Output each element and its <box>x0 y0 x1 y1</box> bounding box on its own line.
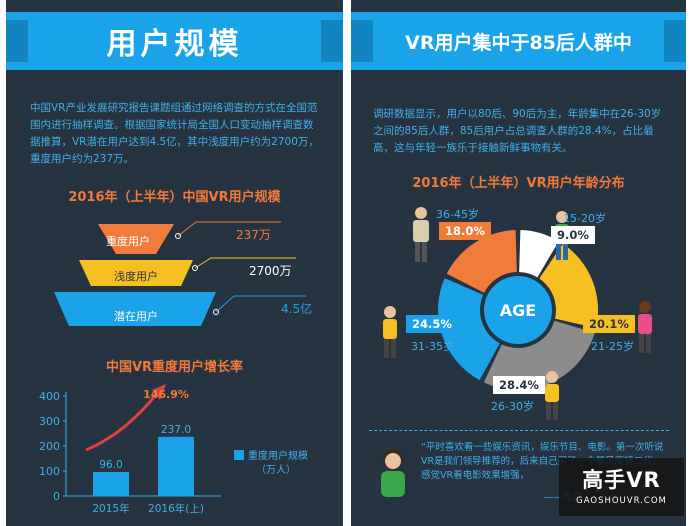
age-range-15-20: 15-20岁 <box>563 212 606 225</box>
growth-annotation: 146.9% <box>143 388 189 401</box>
pyramid-value-light: 2700万 <box>249 264 292 278</box>
watermark: 高手VR GAOSHOUVR.COM <box>559 458 684 516</box>
donut-slice <box>438 278 500 381</box>
donut-slice <box>446 230 517 293</box>
age-range-26-30: 26-30岁 <box>491 400 534 413</box>
pyramid-label-light: 浅度用户 <box>114 270 158 283</box>
donut-center-label: AGE <box>500 301 536 320</box>
right-paragraph: 调研数据显示，用户以80后、90后为主，年龄集中在26-30岁之间的85后人群，… <box>373 108 662 154</box>
pyramid-leader-potential <box>215 295 306 313</box>
x-tick-label: 2015年 <box>92 502 129 515</box>
pyramid-label-heavy: 重度用户 <box>106 235 150 248</box>
x-tick-label: 2016年(上) <box>148 502 204 515</box>
left-paragraph: 中国VR产业发展研究报告课题组通过网络调查的方式在全国范围内进行抽样调查。根据国… <box>30 102 319 165</box>
user-scale-pyramid <box>54 221 306 326</box>
bar <box>158 436 194 496</box>
pct-31-35: 24.5% <box>406 315 458 333</box>
age-range-36-45: 36-45岁 <box>436 208 479 221</box>
y-tick-label: 300 <box>39 415 60 428</box>
pyramid-title: 2016年（上半年）中国VR用户规模 <box>68 190 281 205</box>
growth-bar-chart: 0 100 200 300 400 96.0 2015年 237.0 2016年(上) 146.9… <box>39 384 221 515</box>
person-26-30-icon <box>545 371 559 420</box>
pyramid-value-heavy: 237万 <box>236 228 271 242</box>
bar-value-label: 237.0 <box>161 424 191 436</box>
growth-arrowhead <box>152 384 166 400</box>
donut-title: 2016年（上半年）VR用户年龄分布 <box>412 176 625 191</box>
pyramid-value-potential: 4.5亿 <box>281 302 313 316</box>
age-range-31-35: 31-35岁 <box>411 340 454 353</box>
person-21-25-icon <box>638 301 652 353</box>
legend-label-2: （万人） <box>256 465 296 476</box>
pct-36-45: 18.0% <box>439 222 491 240</box>
left-panel: 用户规模 中国VR产业发展研究报告课题组通过网络调查的方式在全国范围内进行抽样调… <box>6 0 343 526</box>
quote-avatar-icon <box>381 449 405 497</box>
y-tick-label: 100 <box>39 465 60 478</box>
pct-26-30: 28.4% <box>493 376 545 394</box>
right-title-banner: VR用户集中于85后人群中 <box>351 12 686 70</box>
watermark-url: GAOSHOUVR.COM <box>576 496 667 506</box>
person-36-45-icon <box>413 207 429 262</box>
person-31-35-icon <box>383 306 397 358</box>
pyramid-leader-light <box>194 257 296 269</box>
donut-slice <box>519 230 559 278</box>
right-panel: VR用户集中于85后人群中 调研数据显示，用户以80后、90后为主，年龄集中在2… <box>351 0 686 526</box>
pyramid-tier-potential <box>54 292 216 326</box>
quote-text: “平时喜欢看一些娱乐资讯，娱乐节目、电影。第一次听说VR是我们领导推荐的，后来自… <box>421 442 664 481</box>
y-tick-label: 0 <box>53 490 60 503</box>
donut-slice <box>539 243 598 329</box>
pct-21-25: 20.1% <box>583 315 635 333</box>
left-title: 用户规模 <box>106 27 243 62</box>
donut-center <box>484 276 552 344</box>
y-tick-label: 400 <box>39 390 60 403</box>
y-tick-label: 200 <box>39 440 60 453</box>
bar <box>93 472 129 496</box>
legend-label-1: 重度用户规模 <box>248 451 308 462</box>
legend-swatch <box>234 450 244 460</box>
donut-slice <box>483 320 595 390</box>
bar-chart-title: 中国VR重度用户增长率 <box>105 360 244 375</box>
pyramid-tier-heavy <box>98 224 174 254</box>
right-title: VR用户集中于85后人群中 <box>405 31 632 54</box>
growth-arrow <box>85 391 160 452</box>
pct-15-20: 9.0% <box>551 226 595 244</box>
age-range-21-25: 21-25岁 <box>591 340 634 353</box>
left-title-banner: 用户规模 <box>6 12 343 70</box>
age-donut-chart: AGE <box>438 230 598 390</box>
bar-value-label: 96.0 <box>99 459 122 471</box>
pyramid-tier-light <box>79 260 193 286</box>
pyramid-label-potential: 潜在用户 <box>114 310 158 323</box>
watermark-logo: 高手VR <box>582 468 661 492</box>
pyramid-leader-heavy <box>177 221 281 237</box>
